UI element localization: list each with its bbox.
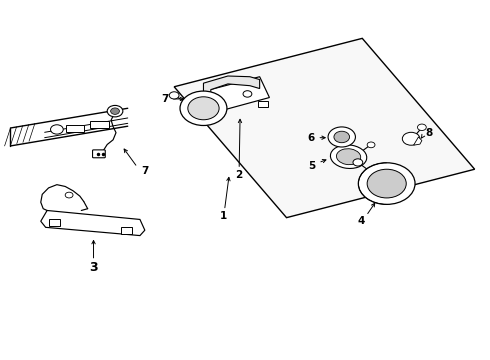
Circle shape xyxy=(188,97,219,120)
Circle shape xyxy=(169,92,179,99)
Text: 5: 5 xyxy=(308,161,316,171)
Circle shape xyxy=(367,142,375,148)
Bar xyxy=(66,126,84,132)
Circle shape xyxy=(402,132,420,145)
FancyBboxPatch shape xyxy=(49,219,60,226)
Circle shape xyxy=(243,91,252,97)
Circle shape xyxy=(50,125,63,134)
Circle shape xyxy=(65,192,73,198)
Circle shape xyxy=(328,127,355,147)
Text: 1: 1 xyxy=(220,211,227,221)
Circle shape xyxy=(334,131,349,143)
Text: 4: 4 xyxy=(358,216,365,226)
FancyBboxPatch shape xyxy=(122,227,132,234)
Text: 7: 7 xyxy=(141,166,148,176)
Text: 6: 6 xyxy=(308,133,315,143)
Circle shape xyxy=(107,105,123,117)
Polygon shape xyxy=(203,76,260,94)
Polygon shape xyxy=(41,211,145,235)
Polygon shape xyxy=(414,137,422,145)
Ellipse shape xyxy=(330,145,367,168)
Text: 7: 7 xyxy=(161,94,169,104)
Text: 2: 2 xyxy=(236,170,243,180)
Ellipse shape xyxy=(337,149,361,165)
Circle shape xyxy=(417,124,426,131)
Polygon shape xyxy=(174,39,475,218)
Text: 3: 3 xyxy=(89,261,98,274)
Circle shape xyxy=(207,100,216,107)
Circle shape xyxy=(358,163,415,204)
Polygon shape xyxy=(194,77,270,116)
Circle shape xyxy=(111,108,120,114)
FancyBboxPatch shape xyxy=(258,102,268,107)
Circle shape xyxy=(353,159,363,166)
Circle shape xyxy=(367,169,406,198)
Circle shape xyxy=(180,91,227,126)
Bar xyxy=(90,121,109,128)
FancyBboxPatch shape xyxy=(93,150,105,158)
Text: 8: 8 xyxy=(425,129,432,138)
